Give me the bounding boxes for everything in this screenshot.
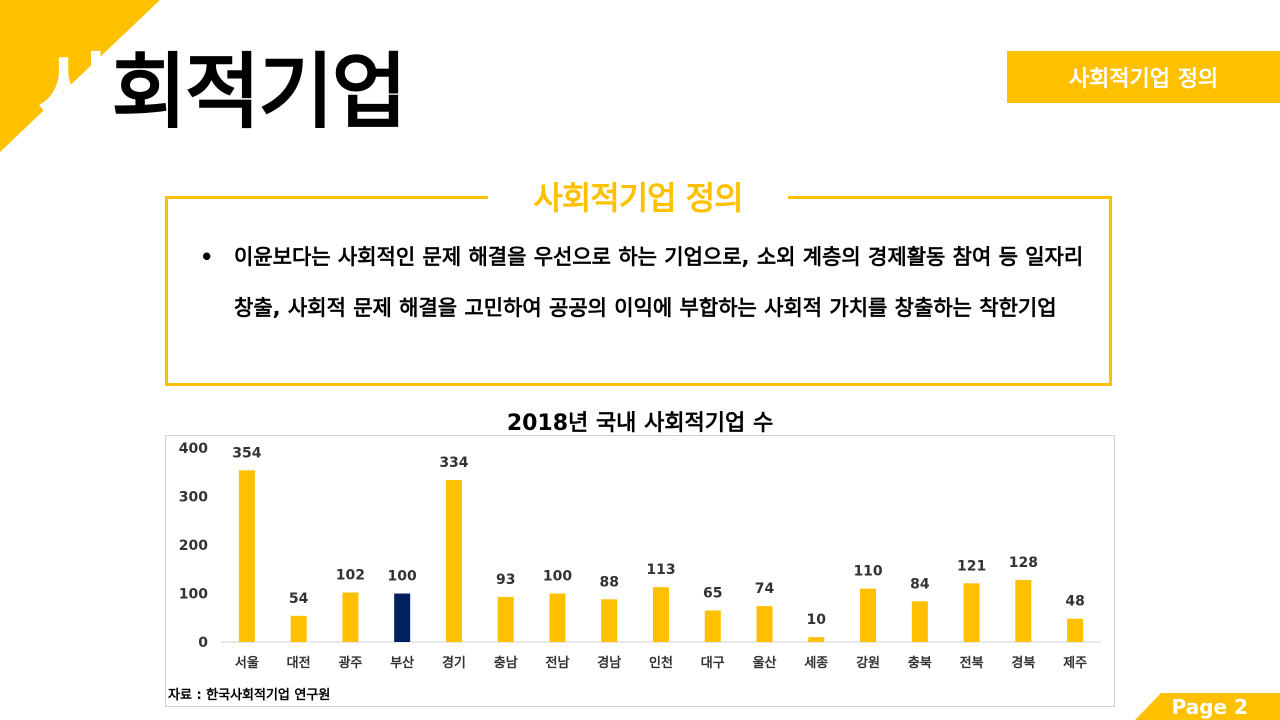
data-label: 110 bbox=[853, 564, 882, 580]
data-label: 100 bbox=[543, 569, 572, 585]
y-tick-label: 100 bbox=[179, 587, 208, 603]
bar bbox=[497, 596, 514, 642]
x-tick-label: 전북 bbox=[960, 655, 984, 671]
page-title-first-char: 사 bbox=[38, 45, 113, 140]
y-tick-label: 400 bbox=[179, 441, 208, 457]
x-tick-label: 충북 bbox=[908, 655, 932, 671]
bar bbox=[290, 615, 307, 642]
bar bbox=[808, 637, 825, 642]
x-tick-label: 강원 bbox=[856, 655, 880, 671]
x-tick-label: 충남 bbox=[494, 655, 518, 671]
x-tick-label: 전남 bbox=[546, 655, 570, 671]
data-label: 10 bbox=[807, 612, 827, 628]
definition-text-block: • 이윤보다는 사회적인 문제 해결을 우선으로 하는 기업으로, 소외 계층의… bbox=[200, 232, 1090, 334]
y-tick-label: 0 bbox=[198, 635, 208, 651]
data-label: 74 bbox=[755, 581, 775, 597]
bar bbox=[911, 601, 928, 642]
data-label: 54 bbox=[289, 591, 309, 607]
x-tick-label: 제주 bbox=[1063, 656, 1087, 671]
bar bbox=[601, 599, 618, 642]
x-tick-label: 대구 bbox=[701, 656, 725, 671]
x-tick-label: 울산 bbox=[753, 655, 777, 671]
bar bbox=[756, 606, 773, 642]
bar bbox=[238, 470, 255, 642]
section-badge: 사회적기업 정의 bbox=[1007, 51, 1280, 103]
data-label: 354 bbox=[232, 445, 261, 461]
x-tick-label: 경기 bbox=[442, 655, 466, 671]
data-label: 334 bbox=[439, 455, 468, 471]
x-tick-label: 세종 bbox=[804, 656, 828, 671]
page-number: Page 2 bbox=[1135, 693, 1280, 720]
page-title: 사 회적기업 bbox=[38, 24, 407, 140]
bar bbox=[342, 592, 359, 642]
bar bbox=[549, 593, 566, 642]
data-label: 65 bbox=[703, 585, 722, 601]
chart-container: 0 100 200 300 400 354 서울 54 대전 102 광주 100 부산 334 경기 93 충… bbox=[165, 435, 1115, 707]
bar-chart: 0 100 200 300 400 354 서울 54 대전 102 광주 100 부산 334 경기 93 충… bbox=[179, 441, 1101, 671]
x-tick-label: 대전 bbox=[287, 655, 311, 671]
data-label: 102 bbox=[336, 568, 365, 584]
x-tick-label: 서울 bbox=[235, 655, 259, 671]
chart-title: 2018년 국내 사회적기업 수 bbox=[506, 411, 774, 436]
y-tick-label: 300 bbox=[179, 490, 208, 506]
data-label: 113 bbox=[646, 562, 675, 578]
x-tick-label: 부산 bbox=[390, 655, 414, 671]
data-label: 84 bbox=[910, 576, 930, 592]
data-label: 88 bbox=[599, 574, 618, 590]
data-label: 48 bbox=[1065, 594, 1084, 610]
definition-title: 사회적기업 정의 bbox=[488, 174, 788, 218]
x-tick-label: 인천 bbox=[649, 655, 673, 671]
bar bbox=[653, 587, 669, 642]
data-label: 121 bbox=[957, 558, 986, 574]
source-note: 자료 : 한국사회적기업 연구원 bbox=[168, 688, 331, 703]
bar bbox=[860, 588, 877, 642]
x-tick-label: 광주 bbox=[338, 656, 362, 671]
x-tick-label: 경남 bbox=[597, 655, 621, 671]
data-label: 100 bbox=[388, 569, 417, 585]
bar bbox=[445, 480, 462, 642]
definition-text: 이윤보다는 사회적인 문제 해결을 우선으로 하는 기업으로, 소외 계층의 경… bbox=[234, 245, 1084, 320]
page-title-rest: 회적기업 bbox=[111, 45, 407, 140]
bar bbox=[1015, 579, 1032, 642]
x-tick-label: 경북 bbox=[1011, 655, 1035, 671]
y-tick-label: 200 bbox=[179, 538, 208, 554]
bar bbox=[963, 583, 980, 642]
bar bbox=[704, 610, 721, 642]
data-label: 93 bbox=[496, 572, 515, 588]
bullet-point: • bbox=[200, 245, 214, 269]
bar bbox=[394, 593, 411, 642]
data-label: 128 bbox=[1009, 555, 1038, 571]
bar bbox=[1067, 618, 1084, 642]
